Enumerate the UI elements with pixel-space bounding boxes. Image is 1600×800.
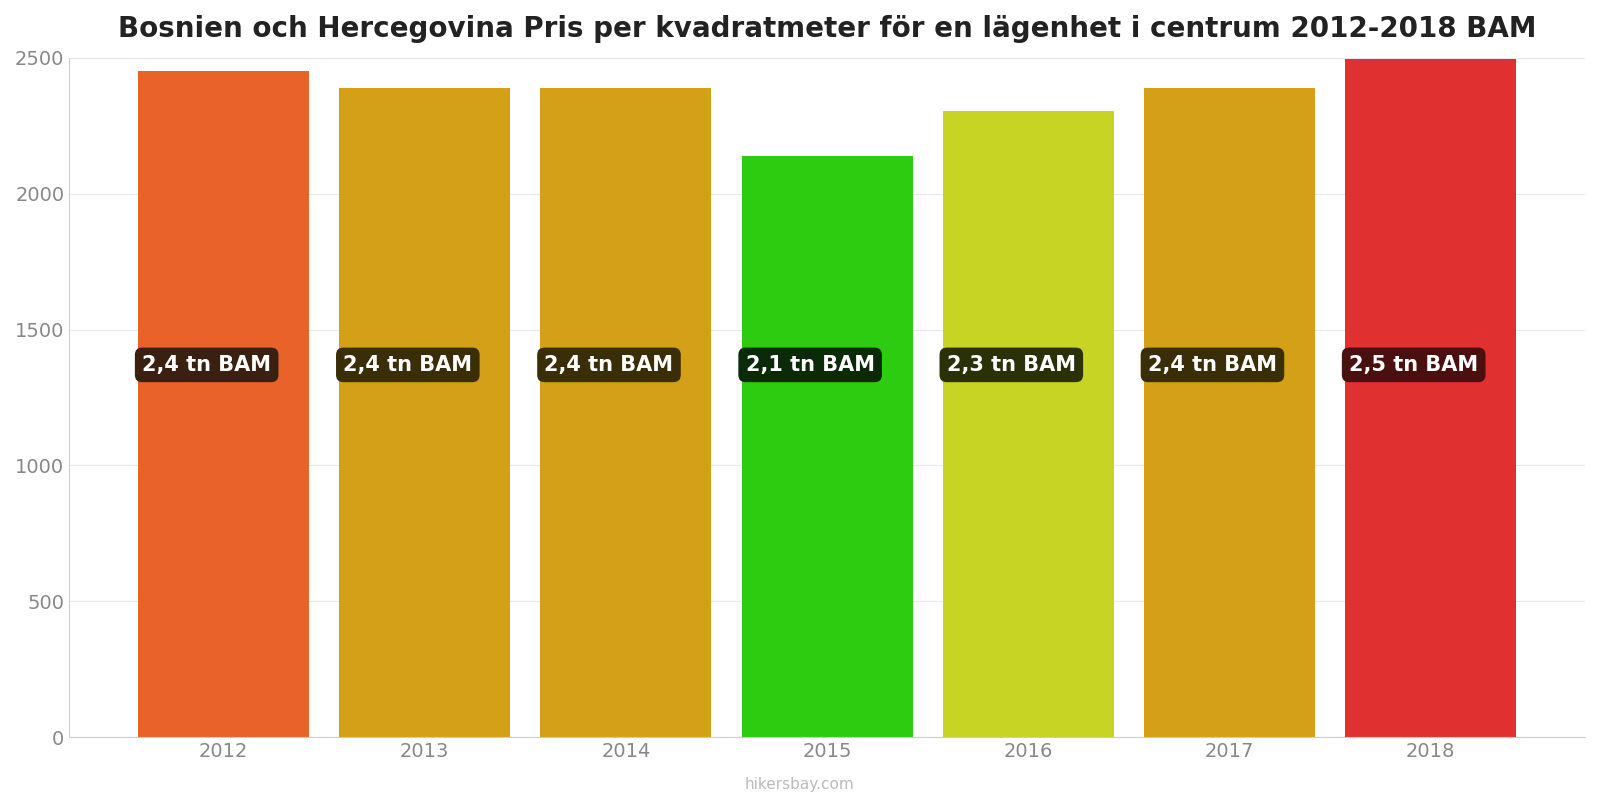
Text: 2,3 tn BAM: 2,3 tn BAM [947,355,1075,375]
Bar [138,71,309,737]
Text: 2,4 tn BAM: 2,4 tn BAM [1147,355,1277,375]
Bar [1346,59,1517,737]
Text: 2,5 tn BAM: 2,5 tn BAM [1349,355,1478,375]
Bar [942,111,1114,737]
Bar [339,88,510,737]
Text: 2,4 tn BAM: 2,4 tn BAM [142,355,270,375]
Text: 2,4 tn BAM: 2,4 tn BAM [344,355,472,375]
Text: 2,1 tn BAM: 2,1 tn BAM [746,355,875,375]
Bar [541,88,712,737]
Text: hikersbay.com: hikersbay.com [746,777,854,792]
Bar [1144,88,1315,737]
Bar [742,156,912,737]
Text: 2,4 tn BAM: 2,4 tn BAM [544,355,674,375]
Title: Bosnien och Hercegovina Pris per kvadratmeter för en lägenhet i centrum 2012-201: Bosnien och Hercegovina Pris per kvadrat… [118,15,1536,43]
